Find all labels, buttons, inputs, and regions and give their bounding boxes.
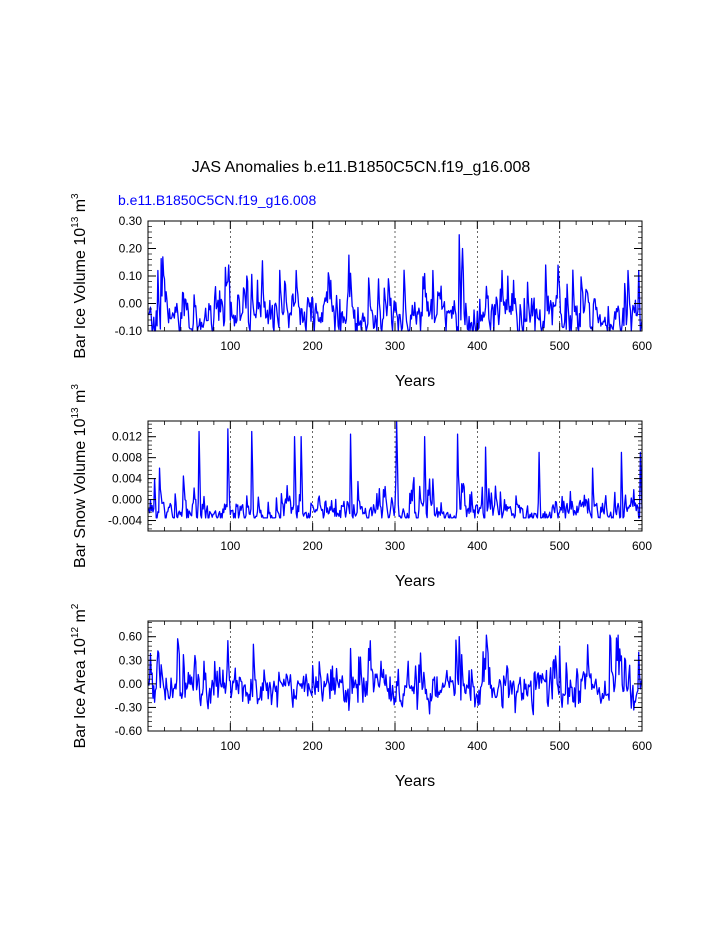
x-tick-label: 200 [303,739,323,753]
x-tick-label: 600 [632,339,652,353]
y-tick-label: -0.10 [115,324,143,338]
y-tick-label: 0.000 [112,493,142,507]
x-tick-label: 300 [385,339,405,353]
y-tick-label: -0.004 [108,514,142,528]
x-tick-label: 300 [385,539,405,553]
x-tick-label: 400 [467,739,487,753]
y-tick-label: -0.30 [115,700,143,714]
series-line [148,421,643,519]
y-axis-label: Bar Ice Volume 1013 m3 [70,193,89,359]
y-tick-label: 0.30 [119,214,143,228]
y-tick-label: 0.00 [119,297,143,311]
y-tick-label: 0.10 [119,269,143,283]
chart-title: JAS Anomalies b.e11.B1850C5CN.f19_g16.00… [192,159,531,176]
y-tick-label: 0.00 [119,677,143,691]
panel-ice-area: 100 200 300 400 500 600 -0.60 -0.30 0.00 0.30 0.60… [70,603,652,790]
y-tick-label: 0.20 [119,242,143,256]
series-legend-label: b.e11.B1850C5CN.f19_g16.008 [118,192,316,208]
x-tick-label: 100 [220,339,240,353]
x-tick-label: 200 [303,339,323,353]
x-axis-label: Years [395,373,435,390]
x-tick-label: 300 [385,739,405,753]
y-tick-label: -0.60 [115,724,143,738]
y-tick-label: 0.012 [112,430,142,444]
series-line [148,234,643,332]
panel-snow-volume: 100 200 300 400 500 600 -0.004 0.000 0.004 0.008 0… [70,384,652,590]
x-tick-label: 400 [467,539,487,553]
x-tick-label: 500 [550,339,570,353]
y-axis-label: Bar Snow Volume 1013 m3 [70,384,89,568]
panel-ice-volume: 100 200 300 400 500 600 -0.10 0.00 0.10 0.20 0.30 Y… [70,193,652,390]
series-line [148,634,643,716]
x-tick-label: 100 [220,739,240,753]
x-axis-label: Years [395,573,435,590]
y-tick-label: 0.004 [112,472,142,486]
x-tick-label: 600 [632,739,652,753]
x-axis-label: Years [395,773,435,790]
y-tick-label: 0.30 [119,653,143,667]
x-tick-label: 400 [467,339,487,353]
x-tick-label: 100 [220,539,240,553]
x-tick-label: 500 [550,739,570,753]
x-tick-label: 600 [632,539,652,553]
x-tick-label: 500 [550,539,570,553]
y-axis-label: Bar Ice Area 1012 m2 [70,603,89,748]
x-tick-label: 200 [303,539,323,553]
y-tick-label: 0.008 [112,451,142,465]
y-tick-label: 0.60 [119,630,143,644]
